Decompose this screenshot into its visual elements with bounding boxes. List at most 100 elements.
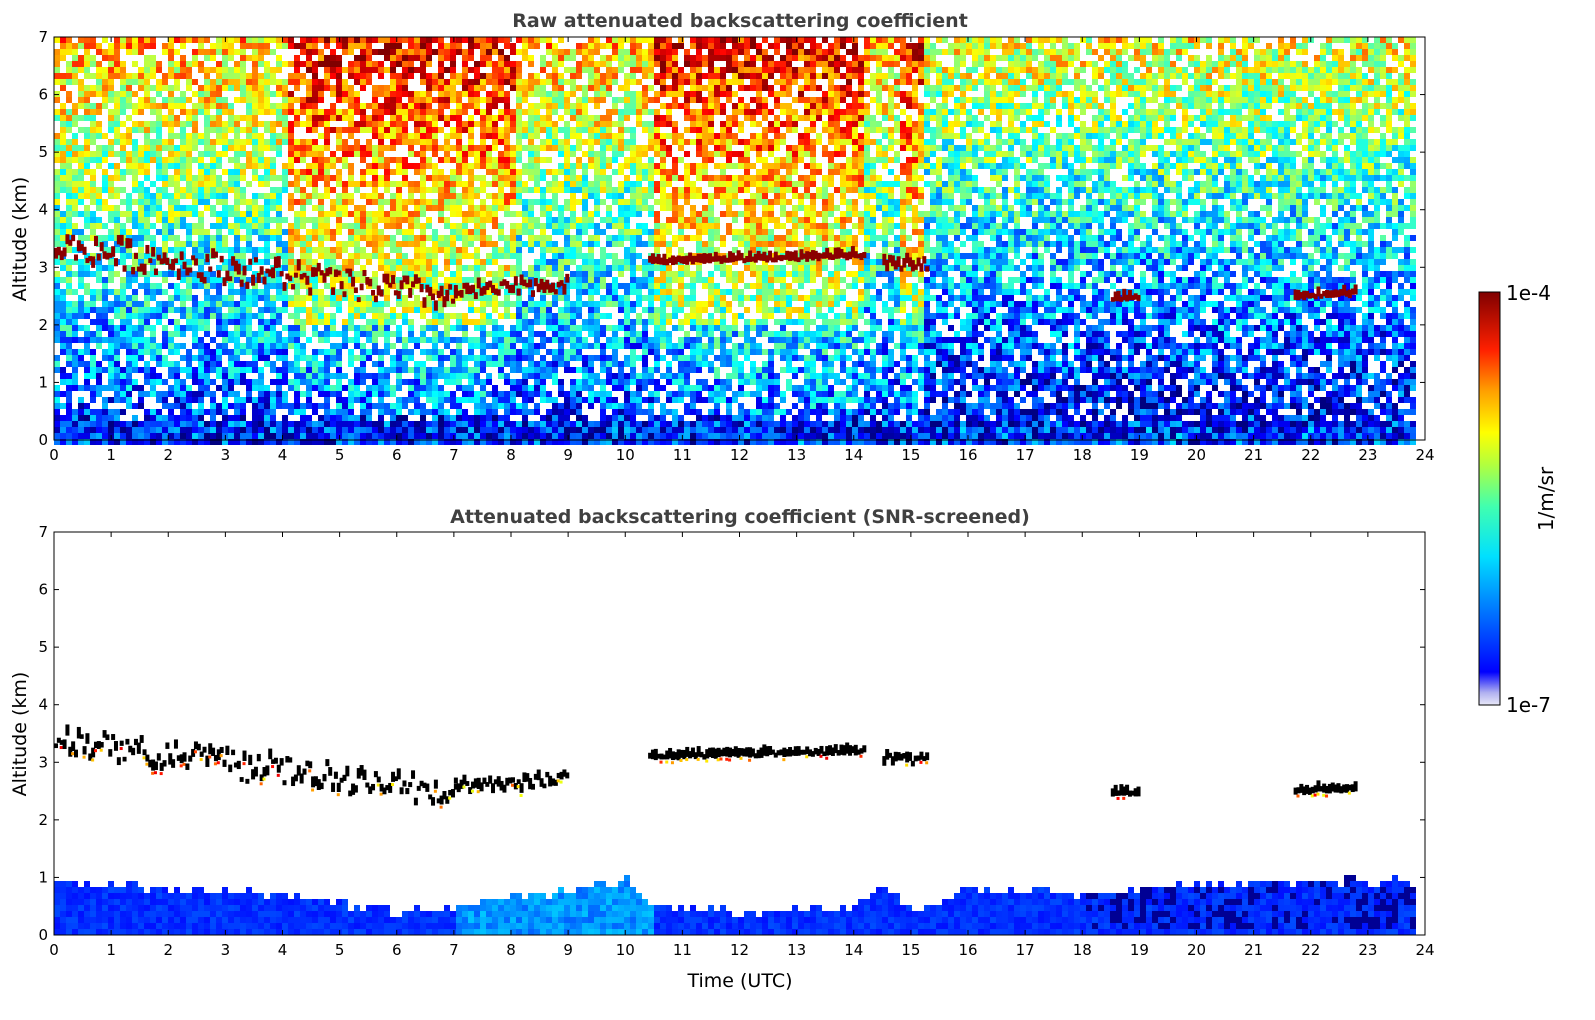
heatmap-cell <box>1404 127 1410 133</box>
heatmap-cell <box>912 49 918 55</box>
heatmap-cell <box>102 205 108 211</box>
heatmap-cell <box>1350 61 1356 67</box>
heatmap-cell <box>234 175 240 181</box>
heatmap-cell <box>1176 103 1182 109</box>
heatmap-cell <box>666 37 672 43</box>
heatmap-cell <box>840 187 846 193</box>
heatmap-cell <box>1368 85 1374 91</box>
heatmap-cell <box>1248 79 1254 85</box>
heatmap-cell <box>1356 49 1362 55</box>
heatmap-cell <box>522 55 528 61</box>
heatmap-cell <box>1146 181 1152 187</box>
heatmap-cell <box>660 73 666 79</box>
heatmap-cell <box>690 55 696 61</box>
heatmap-cell <box>1380 145 1386 151</box>
heatmap-cell <box>948 133 954 139</box>
heatmap-cell <box>600 169 606 175</box>
heatmap-cell <box>906 181 912 187</box>
heatmap-cell <box>738 103 744 109</box>
heatmap-cell <box>1290 139 1296 145</box>
heatmap-cell <box>792 181 798 187</box>
heatmap-cell <box>1302 109 1308 115</box>
heatmap-cell <box>1410 55 1416 61</box>
heatmap-cell <box>684 103 690 109</box>
heatmap-cell <box>180 97 186 103</box>
heatmap-cell <box>510 109 516 115</box>
heatmap-cell <box>810 79 816 85</box>
heatmap-cell <box>1056 55 1062 61</box>
heatmap-cell <box>84 181 90 187</box>
heatmap-cell <box>366 121 372 127</box>
heatmap-cell <box>1356 169 1362 175</box>
heatmap-cell <box>624 139 630 145</box>
heatmap-cell <box>492 145 498 151</box>
heatmap-cell <box>258 49 264 55</box>
heatmap-cell <box>900 199 906 205</box>
heatmap-cell <box>660 121 666 127</box>
heatmap-cell <box>426 37 432 43</box>
heatmap-cell <box>1008 85 1014 91</box>
heatmap-cell <box>78 55 84 61</box>
heatmap-cell <box>612 109 618 115</box>
heatmap-cell <box>66 79 72 85</box>
heatmap-cell <box>294 73 300 79</box>
heatmap-cell <box>1230 187 1236 193</box>
heatmap-cell <box>1290 193 1296 199</box>
heatmap-cell <box>168 199 174 205</box>
heatmap-cell <box>258 91 264 97</box>
heatmap-cell <box>552 73 558 79</box>
heatmap-cell <box>1026 115 1032 121</box>
heatmap-cell <box>1302 67 1308 73</box>
heatmap-cell <box>1074 55 1080 61</box>
heatmap-cell <box>510 157 516 163</box>
heatmap-cell <box>486 127 492 133</box>
heatmap-cell <box>228 139 234 145</box>
heatmap-cell <box>1134 49 1140 55</box>
heatmap-cell <box>618 61 624 67</box>
heatmap-cell <box>828 169 834 175</box>
heatmap-cell <box>60 79 66 85</box>
heatmap-cell <box>996 37 1002 43</box>
heatmap-cell <box>84 103 90 109</box>
heatmap-cell <box>174 169 180 175</box>
heatmap-cell <box>186 181 192 187</box>
heatmap-cell <box>768 55 774 61</box>
heatmap-cell <box>1032 49 1038 55</box>
heatmap-cell <box>1014 127 1020 133</box>
heatmap-cell <box>870 157 876 163</box>
heatmap-cell <box>1332 55 1338 61</box>
heatmap-cell <box>1254 193 1260 199</box>
heatmap-cell <box>246 85 252 91</box>
heatmap-cell <box>66 205 72 211</box>
heatmap-cell <box>162 163 168 169</box>
heatmap-cell <box>702 103 708 109</box>
heatmap-cell <box>1092 67 1098 73</box>
heatmap-cell <box>1260 115 1266 121</box>
heatmap-cell <box>672 67 678 73</box>
heatmap-cell <box>396 55 402 61</box>
heatmap-cell <box>1326 169 1332 175</box>
heatmap-cell <box>210 175 216 181</box>
heatmap-cell <box>126 79 132 85</box>
heatmap-cell <box>1284 181 1290 187</box>
heatmap-cell <box>1176 181 1182 187</box>
heatmap-cell <box>534 91 540 97</box>
heatmap-cell <box>1002 169 1008 175</box>
heatmap-cell <box>210 121 216 127</box>
heatmap-cell <box>630 109 636 115</box>
heatmap-cell <box>1206 79 1212 85</box>
heatmap-cell <box>468 79 474 85</box>
heatmap-cell <box>924 43 930 49</box>
heatmap-cell <box>1158 133 1164 139</box>
heatmap-cell <box>1278 121 1284 127</box>
heatmap-cell <box>1164 121 1170 127</box>
heatmap-cell <box>828 193 834 199</box>
heatmap-cell <box>1374 145 1380 151</box>
heatmap-cell <box>1122 37 1128 43</box>
heatmap-cell <box>480 49 486 55</box>
heatmap-cell <box>468 121 474 127</box>
heatmap-cell <box>1098 199 1104 205</box>
heatmap-cell <box>132 73 138 79</box>
heatmap-cell <box>426 61 432 67</box>
heatmap-cell <box>390 85 396 91</box>
